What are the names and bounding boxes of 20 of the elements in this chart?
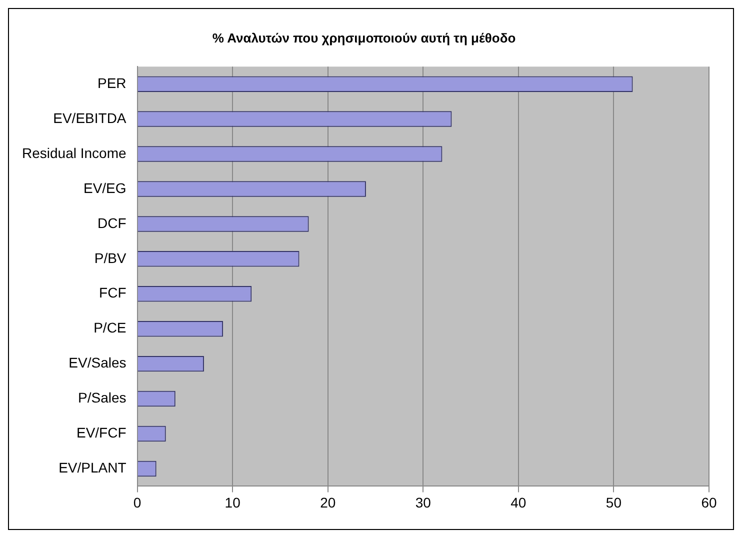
x-tick-label: 0 xyxy=(133,494,142,510)
x-tick-label: 50 xyxy=(606,494,622,510)
y-tick-label: P/Sales xyxy=(78,390,126,406)
x-tick-label: 10 xyxy=(224,494,241,510)
y-tick-label: EV/FCF xyxy=(76,424,126,441)
y-tick-label: EV/EBITDA xyxy=(53,110,127,126)
chart-title: % Αναλυτών που χρησιμοποιούν αυτή τη μέθοδο xyxy=(212,30,516,46)
x-tick-label: 60 xyxy=(701,494,717,510)
x-tick-label: 20 xyxy=(320,494,336,510)
y-tick-label: DCF xyxy=(97,214,126,231)
x-tick-label: 40 xyxy=(510,494,526,510)
y-tick-label: EV/Sales xyxy=(68,354,126,371)
y-tick-label: FCF xyxy=(99,284,126,301)
y-tick-label: P/BV xyxy=(94,250,127,266)
y-tick-label: PER xyxy=(97,74,126,91)
y-tick-label: P/CE xyxy=(94,320,126,336)
y-tick-label: Residual Income xyxy=(22,144,126,161)
x-tick-label: 30 xyxy=(415,494,432,510)
y-tick-label: EV/EG xyxy=(83,180,126,196)
y-tick-label: EV/PLANT xyxy=(58,460,127,476)
